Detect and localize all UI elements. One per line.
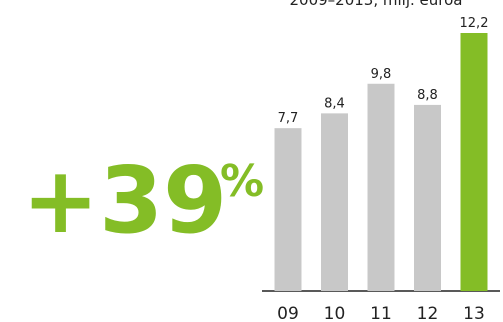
x-tick-label: 09 [277, 304, 299, 322]
value-label: 8,4 [324, 96, 345, 111]
bar [321, 113, 348, 291]
growth-figure: +39 [22, 147, 227, 254]
x-tick-label: 10 [324, 304, 346, 322]
bar [460, 33, 488, 291]
bar [274, 128, 302, 291]
growth-unit: % [220, 156, 264, 207]
value-label: 7,7 [278, 111, 299, 126]
value-label: 9,8 [371, 67, 392, 82]
x-tick-label: 12 [417, 304, 439, 322]
chart-subtitle: 2009–2013, milj. euroa [290, 0, 463, 9]
x-tick-label: 11 [370, 304, 392, 322]
bar [367, 83, 395, 292]
value-label: 8,8 [417, 88, 438, 103]
bar [414, 104, 441, 291]
x-tick-label: 13 [463, 304, 485, 322]
value-label: 12,2 [460, 16, 489, 31]
